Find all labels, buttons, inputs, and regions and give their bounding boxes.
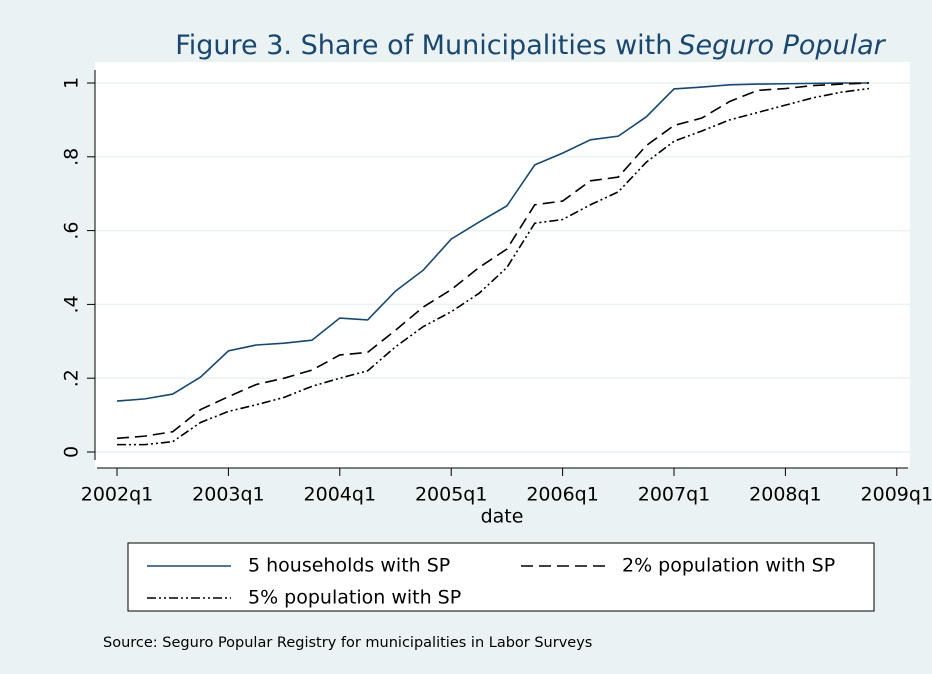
y-tick-label: .2 [61, 369, 83, 387]
series-line [116, 82, 869, 402]
y-tick-label: .6 [61, 222, 83, 240]
x-tick-label: 2008q1 [749, 484, 822, 506]
x-tick-label: 2005q1 [415, 484, 488, 506]
series-line [117, 87, 870, 446]
x-tick-label: 2007q1 [638, 484, 711, 506]
x-axis-label: date [481, 506, 524, 528]
plot-area [95, 62, 910, 468]
x-tick-label: 2003q1 [192, 484, 265, 506]
source-note: Source: Seguro Popular Registry for muni… [103, 635, 592, 651]
legend-label: 5% population with SP [248, 587, 461, 609]
x-tick-label: 2009q1 [861, 484, 932, 506]
y-tick-label: 1 [61, 77, 83, 89]
y-tick-label: .4 [61, 295, 83, 313]
legend-label: 2% population with SP [622, 555, 835, 577]
legend [127, 542, 875, 612]
x-tick-label: 2004q1 [304, 484, 377, 506]
x-tick-label: 2006q1 [526, 484, 599, 506]
title-emphasis: Seguro Popular [678, 30, 886, 61]
legend-label: 5 households with SP [248, 555, 450, 577]
y-tick-label: .8 [61, 148, 83, 166]
y-tick-label: 0 [61, 446, 83, 458]
series-line [116, 82, 869, 440]
x-tick-label: 2002q1 [81, 484, 154, 506]
title-text: Figure 3. Share of Municipalities with [175, 30, 672, 61]
chart-title: Figure 3. Share of Municipalities with Se… [175, 30, 886, 61]
